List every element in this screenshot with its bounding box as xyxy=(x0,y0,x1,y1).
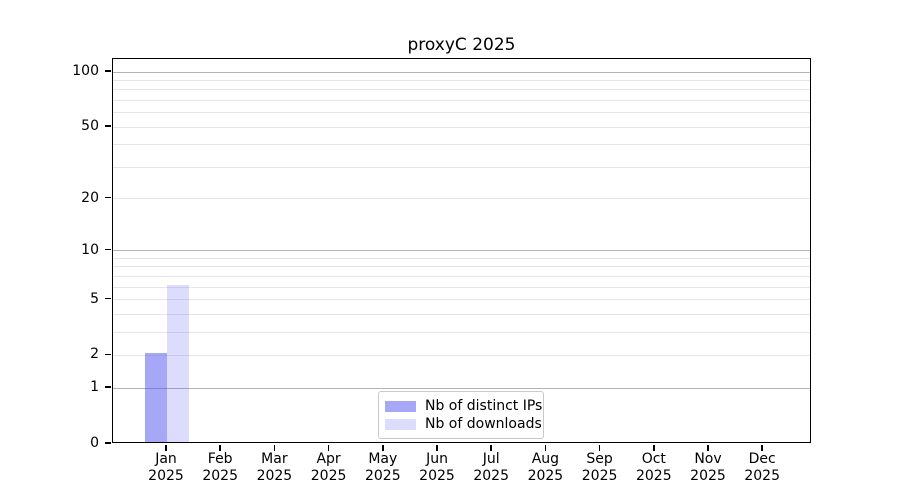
x-axis-tick-label: Nov 2025 xyxy=(690,451,726,484)
gridline-minor xyxy=(113,354,810,356)
x-axis-tick-label: Apr 2025 xyxy=(310,451,347,484)
x-axis-tick xyxy=(165,444,167,451)
legend: Nb of distinct IPs Nb of downloads xyxy=(378,391,544,439)
gridline-minor xyxy=(113,89,810,91)
gridline-minor xyxy=(113,257,810,259)
x-axis-tick xyxy=(436,444,438,451)
legend-item: Nb of distinct IPs xyxy=(385,397,542,415)
x-axis-tick xyxy=(544,444,547,451)
x-axis-tick xyxy=(653,444,655,451)
y-axis-tick-label: 10 xyxy=(81,241,99,258)
gridline-minor xyxy=(113,286,810,288)
chart-title: proxyC 2025 xyxy=(407,35,516,55)
y-axis-tick xyxy=(105,125,111,127)
x-axis-tick xyxy=(707,444,709,451)
gridline-major xyxy=(113,387,810,389)
x-axis-tick-label: May 2025 xyxy=(364,451,401,484)
y-axis-tick-label: 1 xyxy=(90,379,99,396)
x-axis-tick-label: Sep 2025 xyxy=(581,451,618,484)
y-axis-tick xyxy=(105,70,111,72)
gridline-minor xyxy=(113,99,810,101)
x-axis-tick-label: Jun 2025 xyxy=(419,451,455,484)
gridline-minor xyxy=(113,198,810,200)
legend-item-label: Nb of downloads xyxy=(425,416,542,432)
gridline-minor xyxy=(113,313,810,315)
y-axis-tick-label: 20 xyxy=(81,189,99,206)
bar-distinct-ips xyxy=(145,353,167,442)
legend-item-label: Nb of distinct IPs xyxy=(425,398,543,414)
x-axis-tick xyxy=(327,444,330,451)
gridline-minor xyxy=(113,112,810,114)
legend-swatch-downloads xyxy=(385,418,416,430)
x-axis-tick xyxy=(382,444,384,451)
gridline-major xyxy=(113,71,810,73)
y-axis-tick-label: 100 xyxy=(72,63,99,79)
legend-item: Nb of downloads xyxy=(385,415,542,433)
gridline-minor xyxy=(113,79,810,81)
gridline-minor xyxy=(113,166,810,168)
gridline-major xyxy=(113,250,810,252)
x-axis-tick xyxy=(761,444,763,451)
x-axis-tick-label: Feb 2025 xyxy=(202,451,238,484)
x-axis-tick xyxy=(273,444,276,451)
y-axis-tick xyxy=(105,196,111,199)
y-axis-tick-label: 5 xyxy=(90,290,99,307)
x-axis-tick xyxy=(490,444,492,451)
gridline-minor xyxy=(113,266,810,268)
gridline-minor xyxy=(113,275,810,277)
legend-swatch-distinct-ips xyxy=(385,400,416,412)
y-axis-tick-label: 0 xyxy=(90,435,99,451)
gridline-minor xyxy=(113,331,810,333)
y-axis-tick xyxy=(105,353,111,356)
y-axis-tick xyxy=(105,297,111,300)
y-axis-tick xyxy=(105,386,111,388)
gridline-minor xyxy=(113,299,810,301)
x-axis-tick-label: Jan 2025 xyxy=(148,451,184,484)
x-axis-tick-label: Dec 2025 xyxy=(744,451,780,484)
x-axis-tick xyxy=(598,444,601,451)
x-axis-tick xyxy=(219,444,221,451)
plot-area xyxy=(112,58,811,443)
y-axis-tick-label: 50 xyxy=(81,118,99,135)
bar-downloads xyxy=(167,285,189,442)
x-axis-tick-label: Jul 2025 xyxy=(473,451,509,484)
y-axis-tick xyxy=(105,442,111,444)
y-axis-tick xyxy=(105,248,111,251)
x-axis-tick-label: Mar 2025 xyxy=(256,451,293,484)
x-axis-tick-label: Oct 2025 xyxy=(635,451,672,484)
gridline-minor xyxy=(113,144,810,146)
x-axis-tick-label: Aug 2025 xyxy=(527,451,564,484)
y-axis-tick-label: 2 xyxy=(90,346,99,363)
gridline-minor xyxy=(113,126,810,128)
